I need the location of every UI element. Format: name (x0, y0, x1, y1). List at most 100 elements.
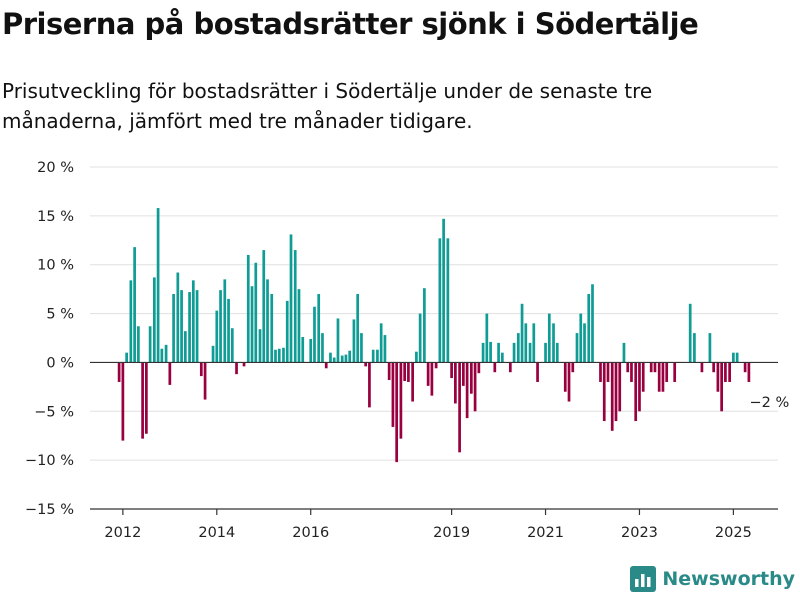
y-tick-label: 20 % (37, 160, 74, 176)
bar (129, 280, 133, 363)
bar (579, 313, 583, 363)
bar (176, 272, 180, 363)
brand-name: Newsworthy (662, 568, 795, 590)
bar (242, 362, 246, 367)
bars (117, 208, 751, 463)
bar (340, 355, 344, 363)
bar (360, 333, 363, 363)
bar (152, 277, 156, 363)
bar (688, 303, 692, 363)
bar (661, 362, 665, 392)
bar (485, 313, 489, 363)
bar (156, 208, 160, 363)
x-tick-label: 2023 (621, 525, 658, 541)
bar (450, 362, 453, 379)
bar (371, 349, 375, 363)
bar (732, 352, 735, 363)
bar (555, 342, 559, 363)
bar (313, 306, 316, 363)
y-tick-label: 5 % (46, 307, 74, 323)
y-tick-label: −15 % (25, 502, 74, 518)
bar (117, 362, 121, 382)
bar (493, 362, 497, 373)
x-tick-label: 2021 (527, 525, 564, 541)
bar (324, 362, 328, 369)
bar (293, 250, 297, 363)
chart-subtitle: Prisutveckling för bostadsrätter i Söder… (2, 79, 653, 133)
bar (415, 351, 418, 363)
bar (591, 284, 594, 363)
bar (223, 279, 227, 363)
bar (520, 303, 524, 363)
bar (356, 294, 360, 363)
bar (250, 286, 254, 363)
bar (168, 362, 172, 385)
last-value-label: −2 % (749, 395, 789, 411)
bar (332, 357, 336, 363)
y-tick-label: −10 % (25, 453, 74, 469)
bar (622, 342, 626, 363)
bar (277, 348, 281, 363)
bar (391, 362, 395, 427)
bar (258, 329, 262, 363)
brand-mark: Newsworthy (630, 566, 795, 592)
x-tick-label: 2016 (292, 525, 329, 541)
bar (395, 362, 399, 463)
bar (282, 347, 285, 363)
bar (653, 362, 657, 373)
bar (148, 326, 152, 363)
bar (743, 362, 747, 373)
bar (544, 342, 547, 363)
bar (418, 313, 422, 363)
bar (285, 300, 289, 363)
bar (536, 362, 539, 382)
x-tick-label: 2012 (104, 525, 141, 541)
bar (368, 362, 371, 408)
y-tick-label: 15 % (37, 209, 74, 225)
bar (630, 362, 633, 382)
bar (336, 318, 340, 363)
y-tick-label: 10 % (37, 258, 74, 274)
bar (387, 362, 391, 381)
bar (309, 338, 313, 363)
bar (716, 362, 720, 392)
bar (125, 352, 128, 363)
bar (462, 362, 465, 386)
bar (614, 362, 618, 422)
bar (160, 348, 164, 363)
y-tick-label: 0 % (46, 355, 74, 371)
x-tick-label: 2014 (198, 525, 235, 541)
bar (724, 362, 727, 382)
bar (442, 218, 445, 363)
bar (246, 254, 250, 363)
bar (262, 250, 266, 363)
bar (183, 331, 187, 363)
bar (477, 362, 481, 374)
bar (454, 362, 457, 404)
x-tick-label: 2025 (715, 525, 752, 541)
bar (274, 349, 277, 363)
bar (407, 362, 410, 382)
bar (567, 362, 571, 402)
bar (438, 238, 442, 363)
annotation: −2 % (749, 395, 789, 411)
bar (141, 362, 144, 439)
chart-title: Priserna på bostadsrätter sjönk i Södert… (2, 7, 699, 41)
bar (602, 362, 606, 422)
bar (254, 262, 258, 363)
bar (618, 362, 622, 412)
bar (321, 333, 324, 363)
bar (500, 352, 504, 363)
bar (227, 298, 230, 363)
bar (199, 362, 203, 377)
bar (547, 313, 551, 363)
x-axis (90, 361, 778, 510)
bar (610, 362, 614, 431)
bar (728, 362, 731, 382)
bar (563, 362, 567, 392)
bar (195, 290, 199, 363)
bar (121, 362, 125, 441)
bar (700, 362, 704, 373)
bar (191, 280, 195, 363)
